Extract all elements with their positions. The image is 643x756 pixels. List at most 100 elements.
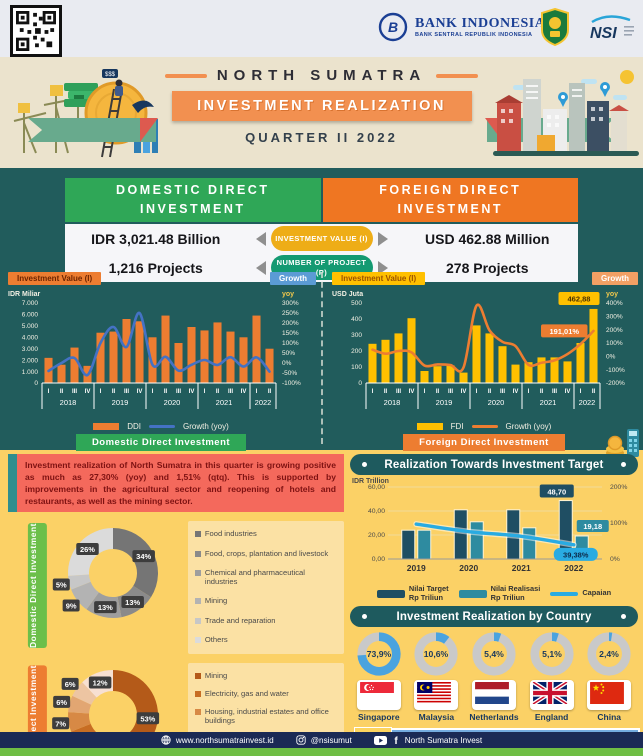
sector-legend-item: Food, crops, plantation and livestock — [194, 548, 337, 559]
svg-text:462,88: 462,88 — [568, 294, 591, 303]
svg-text:9%: 9% — [66, 602, 77, 611]
bank-indonesia-emblem-icon: B — [378, 12, 408, 42]
svg-text:I: I — [48, 389, 50, 395]
note-text: Investment realization of North Sumatra … — [17, 454, 344, 513]
note-accent-bar — [8, 454, 17, 513]
ddi-value-badge: Investment Value (I) — [8, 272, 102, 285]
svg-text:2019: 2019 — [436, 398, 453, 407]
sector-legend-item: Trade and reparation — [194, 616, 337, 626]
svg-text:-200%: -200% — [606, 380, 625, 387]
capaian-legend-label: Capaian — [582, 588, 612, 598]
svg-text:5,4%: 5,4% — [484, 649, 504, 659]
fdi-value-badge: Investment Value (I) — [332, 272, 426, 285]
svg-text:39,38%: 39,38% — [563, 550, 589, 559]
svg-text:48,70: 48,70 — [547, 488, 566, 497]
ddi-growth-badge: Growth — [270, 272, 316, 285]
svg-text:IDR Trillion: IDR Trillion — [352, 478, 389, 485]
svg-text:40,00: 40,00 — [368, 508, 385, 515]
svg-text:0: 0 — [34, 380, 38, 387]
svg-text:-100%: -100% — [282, 380, 301, 387]
svg-text:100: 100 — [351, 364, 362, 371]
ddi-sector-row: Domestic Direct Investment 34% 13% 13% 9% 5%… — [8, 517, 344, 655]
svg-text:2021: 2021 — [540, 398, 557, 407]
social-channel[interactable]: f North Sumatra Invest — [373, 735, 482, 745]
svg-text:300%: 300% — [282, 300, 299, 307]
website-link[interactable]: www.northsumatrainvest.id — [161, 735, 274, 745]
sector-legend-item: Housing, industrial estates and office b… — [194, 706, 337, 725]
ddi-sector-legend: Food industries Food, crops, plantation a… — [187, 521, 344, 655]
svg-text:I: I — [204, 389, 206, 395]
netherlands-flag-icon — [471, 680, 516, 711]
sector-legend-item: Electricity, gas and water — [194, 689, 337, 699]
sector-legend-label: Mining — [204, 670, 228, 680]
ddi-line-legend-label: Growth (yoy) — [182, 422, 229, 431]
decorative-dash — [164, 73, 207, 78]
svg-text:73,9%: 73,9% — [367, 649, 392, 659]
svg-text:2019: 2019 — [407, 563, 426, 573]
svg-text:0%: 0% — [610, 556, 620, 563]
country-name: Netherlands — [469, 712, 519, 723]
singapore-flag-icon — [356, 680, 401, 711]
svg-text:13%: 13% — [125, 598, 140, 607]
svg-text:2022: 2022 — [255, 398, 272, 407]
svg-text:IV: IV — [241, 389, 247, 395]
summary-cards: DOMESTIC DIRECT INVESTMENT FOREIGN DIREC… — [65, 178, 578, 282]
fdi-chart-canvas: USD Juta yoy 0 100 200 300 400 500 -200% -100% 0% 1… — [330, 287, 638, 420]
svg-text:150%: 150% — [282, 330, 299, 337]
sector-column: Investment realization of North Sumatra … — [8, 454, 344, 756]
country-name: China — [597, 712, 621, 723]
fdi-card-header: FOREIGN DIRECT INVESTMENT — [322, 178, 578, 222]
svg-text:12%: 12% — [92, 679, 107, 688]
fdi-chart-footer-badge: Foreign Direct Investment — [403, 434, 565, 451]
sector-legend-swatch — [194, 550, 201, 557]
page-title: INVESTMENT REALIZATION — [171, 91, 472, 121]
svg-text:0,00: 0,00 — [372, 556, 385, 563]
arrow-right-icon — [377, 260, 388, 275]
instagram-link[interactable]: @nsisumut — [296, 735, 352, 745]
svg-text:$$$: $$$ — [105, 72, 116, 78]
sector-legend-label: Housing, industrial estates and office b… — [204, 706, 329, 725]
svg-text:26%: 26% — [80, 545, 95, 554]
ddi-quarterly-chart: Investment Value (I) Growth IDR Miliar yo… — [6, 272, 316, 451]
arrow-left-icon — [255, 231, 266, 246]
page-subtitle: QUARTER II 2022 — [245, 130, 398, 145]
nsi-logo: NSI — [588, 14, 636, 49]
fdi-bar-swatch — [416, 423, 443, 430]
svg-text:NSI: NSI — [590, 25, 617, 42]
ddi-quarterly-svg: IDR Miliar yoy 0 1.000 2.000 3.000 4.000 5.000 6… — [8, 291, 301, 409]
svg-text:II: II — [164, 389, 168, 395]
svg-text:3.000: 3.000 — [22, 346, 39, 353]
ddi-chart-canvas: IDR Miliar yoy 0 1.000 2.000 3.000 4.000 5.000 6… — [6, 287, 316, 420]
bottom-section: Investment realization of North Sumatra … — [0, 450, 643, 756]
england-flag-icon — [529, 680, 574, 711]
bank-name: BANK INDONESIA — [415, 16, 546, 31]
svg-text:III: III — [448, 389, 453, 395]
svg-text:2020: 2020 — [164, 398, 181, 407]
investment-value-pill: INVESTMENT VALUE (I) — [270, 226, 373, 251]
svg-text:5,1%: 5,1% — [542, 649, 562, 659]
svg-text:IDR Miliar: IDR Miliar — [8, 291, 41, 298]
svg-text:300: 300 — [351, 332, 362, 339]
svg-text:400%: 400% — [606, 300, 623, 307]
sector-legend-swatch — [194, 672, 201, 679]
svg-text:III: III — [228, 389, 233, 395]
ddi-line-swatch — [148, 425, 175, 428]
sector-legend-label: Food, crops, plantation and livestock — [204, 548, 329, 558]
svg-text:II: II — [384, 389, 388, 395]
svg-text:II: II — [112, 389, 116, 395]
country-gauge-singapore: 73,9% Singapore — [350, 630, 408, 722]
facebook-icon: f — [394, 736, 398, 745]
country-section-header: Investment Realization by Country — [350, 606, 638, 628]
sector-legend-item: Food industries — [194, 530, 337, 539]
ddi-sector-donut: 34% 13% 13% 9% 5% 26% — [47, 517, 183, 654]
main-investment-section: DOMESTIC DIRECT INVESTMENT FOREIGN DIREC… — [0, 168, 643, 457]
svg-text:6%: 6% — [56, 698, 67, 707]
country-name: England — [534, 712, 569, 723]
svg-text:IV: IV — [137, 389, 143, 395]
north-sumatra-emblem-icon — [540, 7, 570, 51]
svg-text:I: I — [372, 389, 374, 395]
svg-text:USD Juta: USD Juta — [332, 291, 363, 298]
bank-indonesia-logo: B BANK INDONESIA BANK SENTRAL REPUBLIK I… — [378, 12, 545, 42]
footer-bar: www.northsumatrainvest.id @nsisumut f No… — [0, 732, 643, 748]
sector-legend-label: Chemical and pharmaceutical industries — [204, 568, 305, 586]
